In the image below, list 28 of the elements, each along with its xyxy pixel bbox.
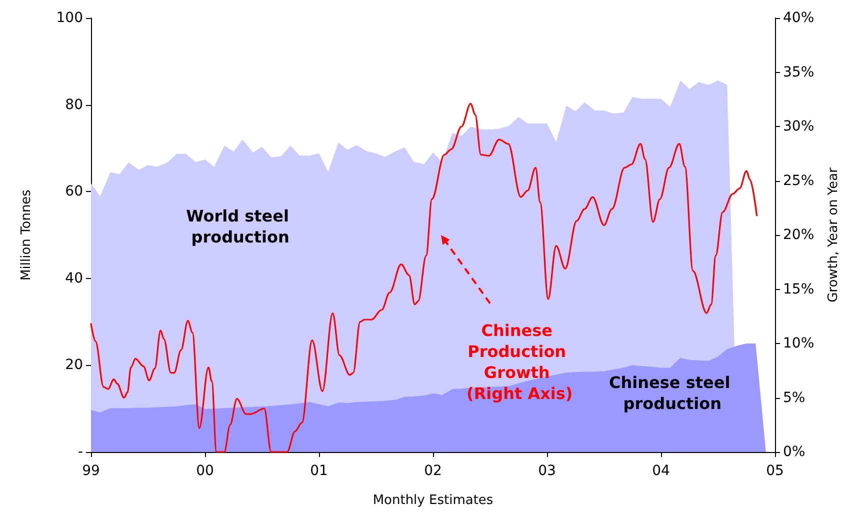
x-tick-label: 02 <box>424 463 442 479</box>
x-tick-label: 00 <box>196 463 214 479</box>
series-label: World steel production <box>186 206 295 246</box>
text: Chinese Production Growth (Right Axis) <box>466 320 573 403</box>
y2-tick-label: 20% <box>783 227 814 243</box>
series-label: Chinese steel production <box>609 372 736 413</box>
x-tick-label: 03 <box>538 463 556 479</box>
x-tick-label: 04 <box>652 463 670 479</box>
y2-tick-label: 5% <box>783 390 806 406</box>
y2-tick-label: 25% <box>783 172 814 189</box>
y2-tick-label: 0% <box>783 444 806 460</box>
y2-axis-title: Growth, Year on Year <box>826 166 841 302</box>
y-tick-label: 80 <box>65 96 83 113</box>
x-axis-title: Monthly Estimates <box>372 493 494 508</box>
y2-tick-label: 15% <box>783 281 814 298</box>
y-tick-label: 100 <box>56 10 83 26</box>
x-tick-label: 99 <box>82 463 100 479</box>
y2-tick-label: 40% <box>783 10 814 26</box>
y2-tick-label: 30% <box>783 118 814 134</box>
x-tick-label: 05 <box>766 463 784 479</box>
x-tick-label: 01 <box>310 463 328 479</box>
y2-tick-label: 35% <box>783 64 814 80</box>
y-axis-title: Million Tonnes <box>19 189 34 280</box>
y-tick-label: 60 <box>65 184 83 200</box>
y2-tick-label: 10% <box>783 336 814 352</box>
y-tick-label: 20 <box>65 357 83 374</box>
y-tick-label: 40 <box>65 270 83 286</box>
y-tick-label: - <box>78 444 83 460</box>
